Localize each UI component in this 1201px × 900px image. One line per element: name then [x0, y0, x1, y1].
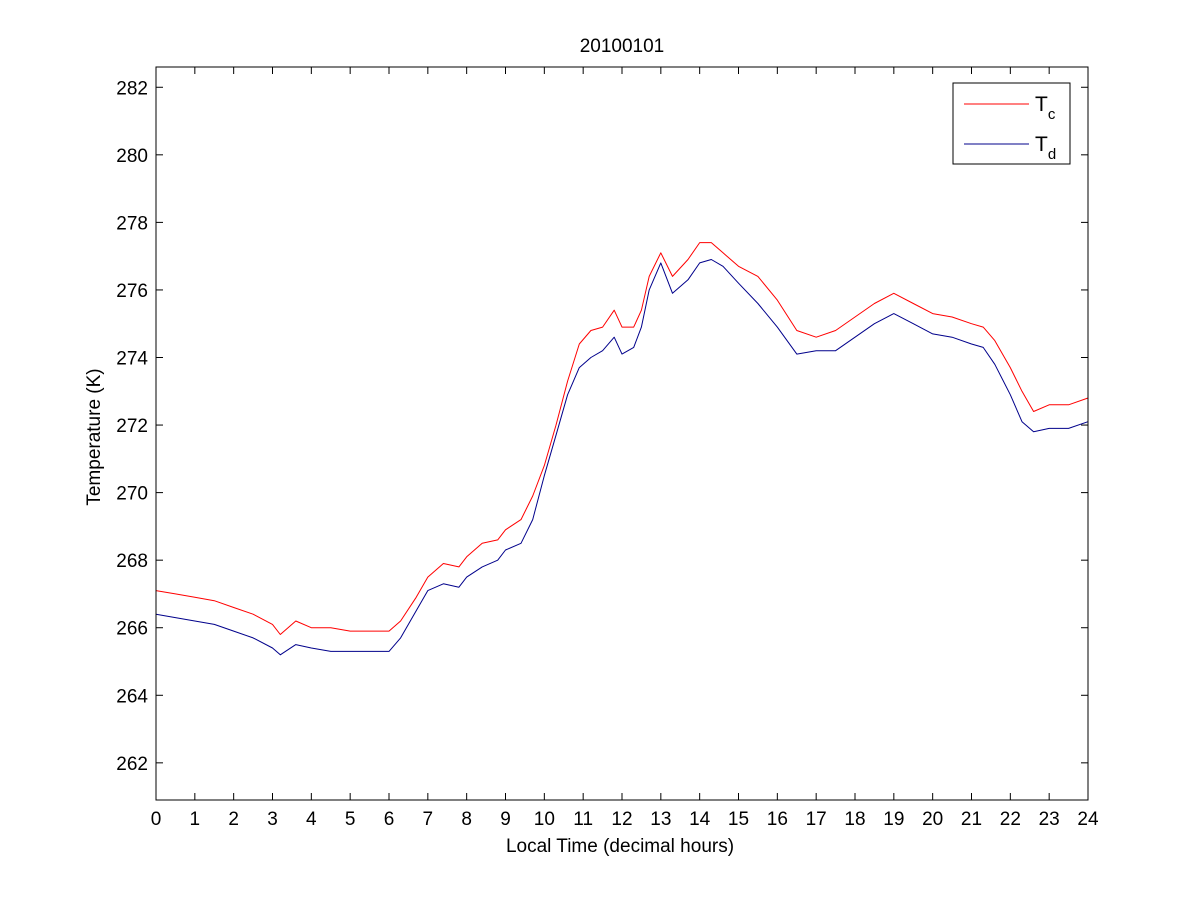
x-tick-label: 21: [961, 809, 982, 830]
y-tick-label: 268: [116, 551, 148, 572]
x-tick-label: 22: [1000, 809, 1021, 830]
x-tick-label: 4: [306, 809, 317, 830]
x-tick-label: 5: [345, 809, 356, 830]
x-tick-label: 16: [767, 809, 788, 830]
y-tick-label: 282: [116, 78, 148, 99]
x-tick-label: 19: [883, 809, 904, 830]
legend-label-main: T: [1035, 93, 1048, 116]
x-tick-label: 3: [267, 809, 278, 830]
legend-label: Tc: [1035, 93, 1056, 123]
y-tick-label: 276: [116, 281, 148, 302]
x-tick-label: 8: [461, 809, 472, 830]
y-axis-label: Temperature (K): [84, 368, 105, 505]
plot-area: [156, 67, 1088, 800]
x-tick-label: 1: [190, 809, 201, 830]
x-tick-label: 6: [384, 809, 395, 830]
x-tick-label: 18: [844, 809, 865, 830]
legend-label: Td: [1035, 133, 1056, 163]
y-tick-label: 278: [116, 213, 148, 234]
x-tick-label: 13: [650, 809, 671, 830]
x-tick-label: 15: [728, 809, 749, 830]
y-tick-label: 280: [116, 146, 148, 167]
y-tick-label: 272: [116, 416, 148, 437]
y-tick-label: 266: [116, 619, 148, 640]
x-tick-label: 11: [573, 809, 593, 830]
y-tick-label: 274: [116, 348, 148, 369]
y-tick-label: 262: [116, 754, 148, 775]
x-tick-label: 10: [534, 809, 555, 830]
x-axis-ticks: 0 1 2 3 4 5 6 7 8 9 10 11 12 13 14 15 16 17 18 19 20 21 22 23 24: [151, 67, 1099, 830]
x-tick-label: 9: [500, 809, 511, 830]
series-line-T-c: [155, 242, 1089, 635]
legend-label-subscript: d: [1048, 146, 1056, 163]
x-axis-label: Local Time (decimal hours): [506, 836, 734, 857]
y-axis-ticks: 262 264 266 268 270 272 274 276 278 280 282: [116, 78, 1088, 775]
series-layer: [155, 242, 1089, 656]
x-tick-label: 0: [151, 809, 162, 830]
x-tick-label: 2: [228, 809, 239, 830]
y-tick-label: 270: [116, 484, 148, 505]
chart-title: 20100101: [580, 36, 665, 57]
legend-label-main: T: [1035, 133, 1048, 156]
x-tick-label: 23: [1039, 809, 1060, 830]
legend-box: [952, 82, 1071, 165]
x-tick-label: 7: [423, 809, 434, 830]
x-tick-label: 20: [922, 809, 943, 830]
x-tick-label: 14: [689, 809, 711, 830]
series-line-T-d: [155, 259, 1089, 656]
x-tick-label: 12: [611, 809, 632, 830]
legend-label-subscript: c: [1048, 106, 1056, 123]
x-tick-label: 17: [806, 809, 827, 830]
y-tick-label: 264: [116, 686, 148, 707]
x-tick-label: 24: [1077, 809, 1099, 830]
